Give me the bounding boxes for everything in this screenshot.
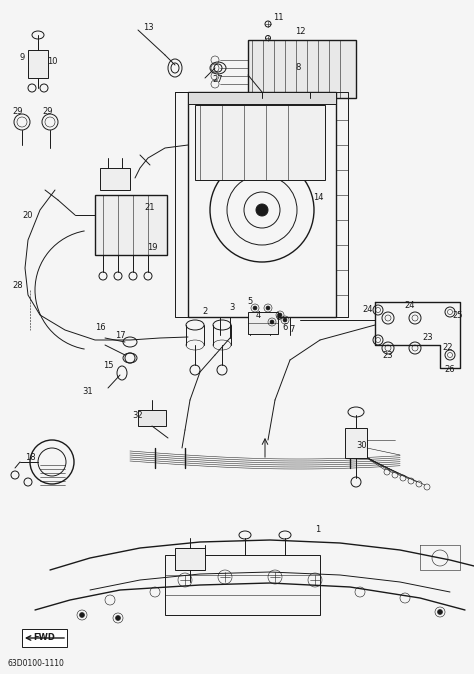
Circle shape <box>256 204 268 216</box>
Text: FWD: FWD <box>33 634 55 642</box>
Bar <box>28 50 48 78</box>
Text: 23: 23 <box>383 350 393 359</box>
Text: 3: 3 <box>229 303 235 313</box>
Text: 12: 12 <box>295 28 305 36</box>
Text: 29: 29 <box>43 107 53 117</box>
Text: 5: 5 <box>247 297 253 307</box>
Bar <box>95 195 167 255</box>
Text: 6: 6 <box>283 324 288 332</box>
Circle shape <box>266 306 270 310</box>
Circle shape <box>270 320 274 324</box>
Text: 8: 8 <box>295 63 301 73</box>
Text: 28: 28 <box>13 280 23 290</box>
Text: 25: 25 <box>453 311 463 319</box>
Text: 19: 19 <box>147 243 157 253</box>
Text: 7: 7 <box>289 326 295 334</box>
Text: 31: 31 <box>82 388 93 396</box>
Text: 14: 14 <box>313 193 323 202</box>
Text: 20: 20 <box>23 210 33 220</box>
Text: 9: 9 <box>19 53 25 63</box>
Text: 26: 26 <box>445 365 456 375</box>
Circle shape <box>253 306 257 310</box>
Text: 24: 24 <box>363 305 373 315</box>
Text: 23: 23 <box>423 334 433 342</box>
Bar <box>138 410 166 426</box>
Text: 15: 15 <box>103 361 113 369</box>
Text: 6: 6 <box>275 313 281 322</box>
Text: 4: 4 <box>255 311 261 319</box>
Text: 18: 18 <box>25 454 35 462</box>
Bar <box>248 312 278 334</box>
Text: 22: 22 <box>443 344 453 353</box>
Bar <box>248 40 356 98</box>
Circle shape <box>80 613 84 617</box>
Text: 1: 1 <box>315 526 320 534</box>
Text: 24: 24 <box>405 301 415 309</box>
Text: 10: 10 <box>47 57 57 67</box>
Circle shape <box>438 609 443 615</box>
Bar <box>188 92 336 104</box>
Bar <box>22 629 67 647</box>
Bar <box>100 168 130 190</box>
Text: 17: 17 <box>115 330 125 340</box>
Text: 27: 27 <box>213 75 223 84</box>
Text: 16: 16 <box>95 324 105 332</box>
Bar <box>165 555 320 615</box>
Bar <box>188 92 336 317</box>
Text: 11: 11 <box>273 13 283 22</box>
Text: 32: 32 <box>133 410 143 419</box>
Bar <box>345 428 367 458</box>
Circle shape <box>283 318 287 322</box>
Text: 29: 29 <box>13 107 23 117</box>
Text: 30: 30 <box>357 441 367 450</box>
Text: 2: 2 <box>202 307 208 317</box>
Text: 63D0100-1110: 63D0100-1110 <box>8 659 65 668</box>
Text: 13: 13 <box>143 24 153 32</box>
Bar <box>175 548 205 570</box>
Circle shape <box>278 313 282 317</box>
Circle shape <box>116 615 120 621</box>
Text: 21: 21 <box>145 204 155 212</box>
Bar <box>195 105 325 180</box>
